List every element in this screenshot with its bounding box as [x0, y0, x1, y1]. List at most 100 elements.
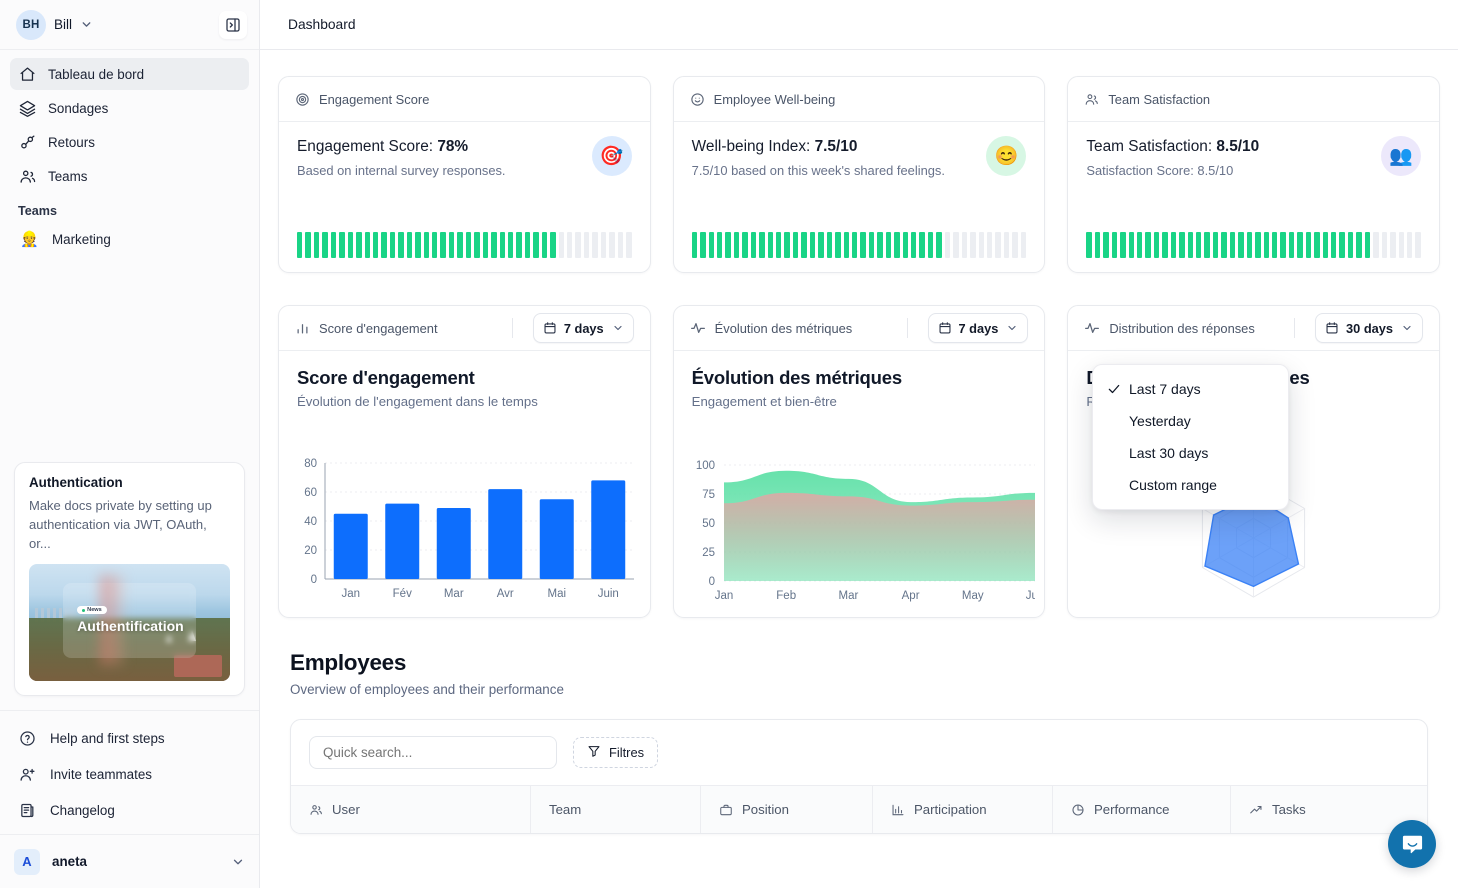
sidebar-item-retours[interactable]: Retours — [10, 126, 249, 158]
kpi-title: Team Satisfaction: 8.5/10 — [1086, 138, 1421, 156]
card-header-title: Engagement Score — [319, 91, 430, 107]
kpi-card-team-satisfaction: Team Satisfaction Team Satisfaction: 8.5… — [1067, 76, 1441, 273]
progress-segment — [691, 232, 698, 258]
panel-collapse-icon[interactable] — [219, 10, 247, 39]
kpi-subtitle: Satisfaction Score: 8.5/10 — [1086, 163, 1234, 178]
progress-segment — [868, 232, 875, 258]
changelog-icon — [18, 801, 36, 819]
employees-panel: Filtres User Team — [290, 719, 1428, 834]
dropdown-item-label: Custom range — [1129, 477, 1217, 493]
progress-segment — [313, 232, 320, 258]
chat-bubble-icon[interactable] — [1388, 820, 1436, 868]
progress-segment — [995, 232, 1001, 258]
chart-card-evolution-metriques: Évolution des métriques 7 days — [672, 305, 1046, 618]
sidebar-item-help[interactable]: Help and first steps — [10, 720, 249, 756]
dropdown-item-2[interactable]: Last 30 days — [1093, 437, 1288, 469]
progress-segment — [1128, 232, 1134, 258]
smile-icon — [690, 92, 705, 107]
employees-subtitle: Overview of employees and their performa… — [290, 682, 564, 697]
feedback-icon — [18, 133, 36, 151]
workspace-switcher[interactable]: BH Bill — [0, 0, 259, 50]
date-range-picker[interactable]: 30 days — [1315, 313, 1424, 343]
progress-segment — [541, 232, 548, 258]
table-column-user[interactable]: User — [291, 786, 531, 833]
users-icon — [309, 803, 323, 817]
search-input[interactable] — [309, 736, 557, 769]
sidebar-item-teams[interactable]: Teams — [10, 160, 249, 192]
progress-segment — [708, 232, 714, 258]
svg-text:Jan: Jan — [714, 590, 733, 602]
progress-segment — [877, 232, 883, 258]
progress-segment — [432, 232, 438, 258]
sidebar-item-marketing[interactable]: 👷 Marketing — [10, 224, 249, 254]
svg-text:Mar: Mar — [444, 588, 464, 600]
progress-segment — [759, 232, 765, 258]
progress-segment — [1271, 232, 1278, 258]
sidebar-item-invite[interactable]: Invite teammates — [10, 756, 249, 792]
progress-segment — [491, 232, 497, 258]
filters-button[interactable]: Filtres — [573, 737, 659, 768]
progress-segment — [843, 232, 849, 258]
table-column-performance[interactable]: Performance — [1053, 786, 1231, 833]
kpi-title-value: 8.5/10 — [1216, 138, 1260, 155]
check-icon — [1107, 382, 1121, 396]
pie-chart-icon — [1071, 803, 1085, 817]
dashboard-content: Engagement Score Engagement Score: 78% B… — [260, 50, 1458, 834]
date-range-label: 7 days — [958, 320, 999, 336]
table-column-position[interactable]: Position — [701, 786, 873, 833]
avatar: A — [14, 848, 40, 875]
kpi-title-value: 78% — [437, 138, 469, 155]
progress-segment — [750, 232, 757, 258]
table-column-label: Tasks — [1272, 802, 1306, 817]
table-column-tasks[interactable]: Tasks — [1231, 786, 1411, 833]
card-body: Well-being Index: 7.5/10 7.5/10 based on… — [674, 122, 1045, 272]
progress-segment — [1229, 232, 1236, 258]
sidebar-user-menu[interactable]: A aneta — [0, 834, 259, 888]
bar-chart-icon — [891, 803, 905, 817]
sidebar-item-tableau-de-bord[interactable]: Tableau de bord — [10, 58, 249, 90]
svg-text:0: 0 — [708, 576, 714, 588]
progress-segment — [961, 232, 968, 258]
progress-segment — [1339, 232, 1345, 258]
chart-subtitle: Engagement et bien-être — [691, 394, 837, 409]
chart-card-score-engagement: Score d'engagement 7 days — [278, 305, 651, 618]
progress-segment — [1288, 232, 1295, 258]
layers-icon — [18, 99, 36, 117]
sidebar-item-changelog[interactable]: Changelog — [10, 792, 249, 828]
promo-card[interactable]: Authentication Make docs private by sett… — [14, 462, 245, 696]
progress-segment — [448, 232, 455, 258]
date-range-dropdown-menu[interactable]: Last 7 days Yesterday Last 30 days Custom r… — [1092, 364, 1289, 510]
dropdown-item-label: Last 30 days — [1129, 445, 1209, 461]
progress-segment — [575, 232, 581, 258]
card-body: Évolution des métriques Engagement et bi… — [674, 351, 1045, 617]
progress-segment — [1103, 232, 1109, 258]
progress-segment — [784, 232, 790, 258]
chevron-down-icon[interactable] — [231, 855, 245, 869]
main-content: Dashboard Engagement Score Engagement Sc… — [260, 0, 1458, 888]
sidebar-item-label: Teams — [48, 168, 88, 184]
progress-segment — [372, 232, 379, 258]
dropdown-item-1[interactable]: Yesterday — [1093, 405, 1288, 437]
dropdown-item-0[interactable]: Last 7 days — [1093, 373, 1288, 405]
progress-bar-segments — [297, 232, 632, 258]
date-range-picker[interactable]: 7 days — [532, 313, 634, 343]
progress-segment — [297, 232, 303, 258]
svg-text:Mar: Mar — [838, 590, 858, 602]
progress-segment — [524, 232, 531, 258]
progress-segment — [1305, 232, 1312, 258]
progress-segment — [398, 232, 404, 258]
svg-text:100: 100 — [695, 460, 714, 472]
sidebar-item-sondages[interactable]: Sondages — [10, 92, 249, 124]
chevron-down-icon — [1006, 322, 1018, 334]
progress-segment — [550, 232, 556, 258]
kpi-title-prefix: Team Satisfaction: — [1086, 138, 1217, 155]
calendar-icon — [543, 321, 557, 335]
date-range-picker[interactable]: 7 days — [927, 313, 1029, 343]
svg-text:75: 75 — [702, 489, 715, 501]
table-column-label: User — [332, 802, 360, 817]
table-column-participation[interactable]: Participation — [873, 786, 1053, 833]
progress-segment — [978, 232, 984, 258]
dropdown-item-3[interactable]: Custom range — [1093, 469, 1288, 501]
table-column-team[interactable]: Team — [531, 786, 701, 833]
progress-segment — [1179, 232, 1185, 258]
